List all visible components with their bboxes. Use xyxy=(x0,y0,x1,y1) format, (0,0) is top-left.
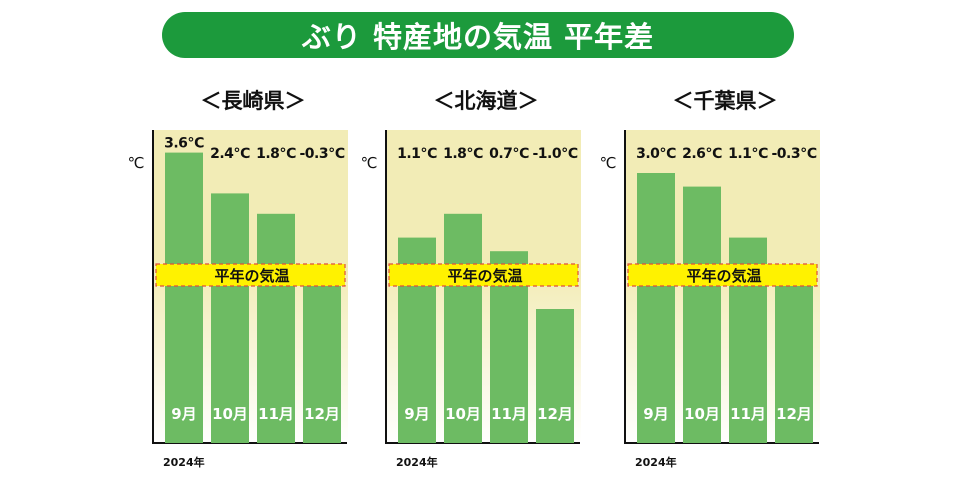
category-label: 12月 xyxy=(304,405,340,423)
bar-4 xyxy=(775,285,813,443)
normal-band xyxy=(627,263,818,287)
value-label: 1.1℃ xyxy=(728,146,768,162)
bar-2 xyxy=(444,213,482,443)
category-label: 11月 xyxy=(258,405,294,423)
value-label: 2.4℃ xyxy=(210,146,250,162)
chart-title: ＜北海道＞ xyxy=(434,89,539,113)
bar-2 xyxy=(211,193,249,443)
normal-band-label: 平年の気温 xyxy=(214,267,289,285)
normal-band xyxy=(388,263,579,287)
value-label: 1.8℃ xyxy=(443,146,483,162)
chart-panel-1: ＜長崎県＞ ℃ 平年の気温 3.6℃ 2.4℃ 1.8℃ -0.3℃ 9月 10月 11月 12月 2… xyxy=(128,89,348,469)
value-label: 3.6℃ xyxy=(164,136,204,152)
category-label: 12月 xyxy=(776,405,812,423)
category-label: 9月 xyxy=(404,405,429,423)
bar-1 xyxy=(637,173,675,443)
bar-2 xyxy=(683,186,721,443)
page-title: ぶり 特産地の気温 平年差 xyxy=(162,12,794,58)
category-label: 10月 xyxy=(445,405,481,423)
bar-3 xyxy=(257,213,295,443)
value-label: -0.3℃ xyxy=(299,146,345,162)
bar-4 xyxy=(536,309,574,443)
year-label: 2024年 xyxy=(635,455,677,469)
category-label: 9月 xyxy=(171,405,196,423)
y-axis-label: ℃ xyxy=(600,154,617,172)
normal-band-label: 平年の気温 xyxy=(686,267,761,285)
value-label: -0.3℃ xyxy=(771,146,817,162)
chart-panel-3: ＜千葉県＞ ℃ 平年の気温 3.0℃ 2.6℃ 1.1℃ -0.3℃ 9月 10月 11月 12月 2… xyxy=(600,89,820,469)
bar-4 xyxy=(303,285,341,443)
category-label: 11月 xyxy=(491,405,527,423)
normal-band xyxy=(155,263,346,287)
bar-1 xyxy=(165,152,203,443)
normal-band-label: 平年の気温 xyxy=(447,267,522,285)
value-label: 1.1℃ xyxy=(397,146,437,162)
value-label: 0.7℃ xyxy=(489,146,529,162)
value-label: -1.0℃ xyxy=(532,146,578,162)
category-label: 11月 xyxy=(730,405,766,423)
category-label: 10月 xyxy=(212,405,248,423)
category-label: 12月 xyxy=(537,405,573,423)
y-axis-label: ℃ xyxy=(361,154,378,172)
category-label: 10月 xyxy=(684,405,720,423)
category-label: 9月 xyxy=(643,405,668,423)
chart-title: ＜長崎県＞ xyxy=(201,89,306,113)
chart-title: ＜千葉県＞ xyxy=(673,89,778,113)
chart-panel-2: ＜北海道＞ ℃ 平年の気温 1.1℃ 1.8℃ 0.7℃ -1.0℃ 9月 10月 11月 12月 2… xyxy=(361,89,581,469)
y-axis-label: ℃ xyxy=(128,154,145,172)
value-label: 2.6℃ xyxy=(682,146,722,162)
value-label: 3.0℃ xyxy=(636,146,676,162)
value-label: 1.8℃ xyxy=(256,146,296,162)
year-label: 2024年 xyxy=(396,455,438,469)
year-label: 2024年 xyxy=(163,455,205,469)
